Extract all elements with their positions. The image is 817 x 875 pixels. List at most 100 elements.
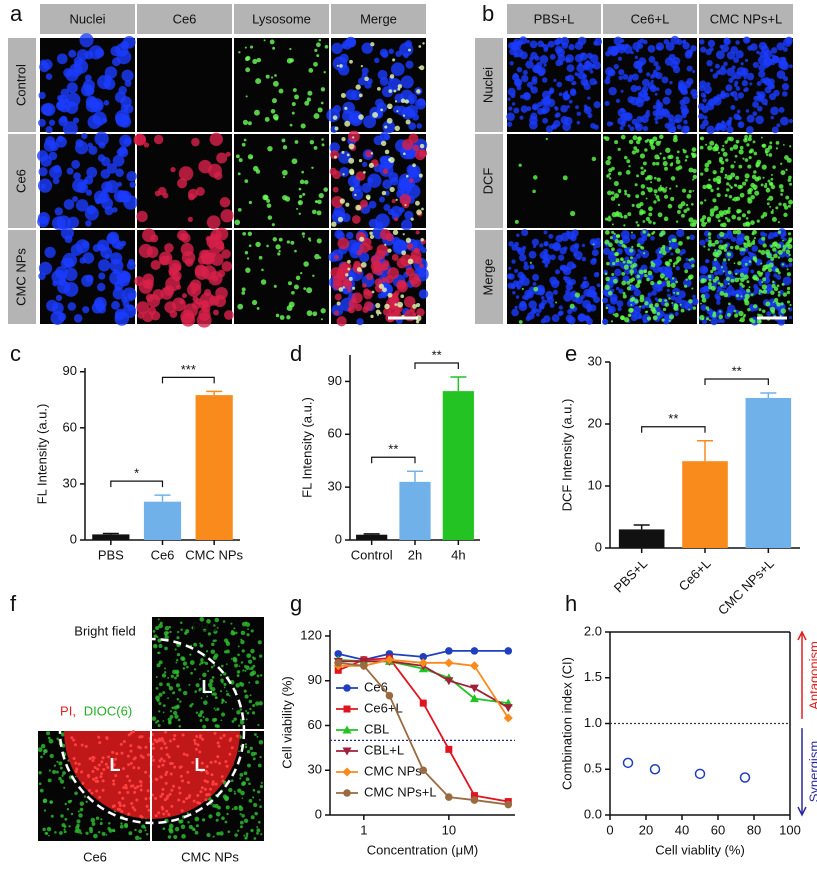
speckle [621,272,625,276]
speckle [74,762,77,765]
speckle [321,308,326,313]
speckle [743,315,746,318]
speckle [549,276,557,284]
speckle [565,94,570,99]
speckle [388,209,394,215]
speckle [310,140,314,144]
speckle [165,277,180,292]
speckle [102,768,105,771]
y-tick-label: 1.5 [584,669,602,684]
speckle [254,733,257,736]
speckle [44,247,55,258]
y-tick-label: 0 [70,531,77,546]
speckle [212,804,215,807]
legend-label: CMC NPs [364,763,422,778]
speckle [645,311,648,314]
speckle [266,245,269,248]
speckle [91,818,96,823]
speckle [389,107,391,109]
speckle [271,76,273,78]
speckle [717,193,721,197]
speckle [762,165,767,170]
speckle [222,261,233,272]
speckle [239,665,241,667]
speckle [126,775,129,778]
speckle [159,251,173,265]
speckle [71,160,80,169]
speckle [138,829,142,833]
speckle [789,183,792,186]
speckle [616,99,620,103]
speckle [737,110,741,114]
speckle [660,185,662,187]
y-tick-label: 1.0 [584,715,602,730]
speckle [180,310,194,324]
speckle [151,260,161,270]
speckle [220,674,222,676]
speckle [49,120,55,126]
speckle [277,252,280,255]
speckle [692,147,697,152]
speckle [321,138,324,141]
speckle [97,736,100,739]
speckle [706,91,709,94]
speckle [387,248,391,252]
speckle [616,234,619,237]
speckle [681,125,689,133]
y-tick-label: 0.0 [584,806,602,821]
point [360,662,368,670]
speckle [641,246,644,249]
y-axis-label: FL Intensity (a.u.) [299,397,314,498]
speckle [213,639,216,642]
speckle [224,650,227,653]
speckle [788,263,792,267]
speckle [140,788,143,791]
speckle [766,311,771,316]
speckle [411,218,414,221]
speckle [754,188,756,190]
speckle [61,775,63,777]
speckle [272,98,277,103]
speckle [762,309,765,312]
speckle [349,277,353,281]
speckle [519,254,526,261]
speckle [216,812,221,817]
speckle [637,249,640,252]
speckle [782,283,785,286]
speckle [657,281,661,285]
speckle [38,119,46,127]
x-tick-label: 60 [711,822,725,837]
speckle [49,769,51,771]
speckle [94,132,108,146]
speckle [416,308,424,316]
speckle [783,144,785,146]
speckle [160,775,163,778]
speckle [676,39,682,45]
speckle [283,176,285,178]
row-header: Control [13,64,28,106]
speckle [626,281,630,285]
speckle [167,813,170,816]
speckle [347,154,350,157]
speckle [410,277,421,288]
speckle [342,173,344,175]
speckle [627,194,631,198]
speckle [762,177,764,179]
speckle [700,303,702,305]
speckle [208,814,212,818]
speckle [356,318,363,325]
speckle [258,701,262,705]
speckle [366,273,373,280]
speckle [276,314,280,318]
speckle [299,188,302,191]
speckle [342,40,352,50]
speckle [273,237,277,241]
speckle [158,618,160,620]
speckle [405,40,412,47]
panel-letter: e [565,341,577,366]
speckle [739,320,741,322]
speckle [549,89,554,94]
speckle [782,83,789,90]
speckle [516,234,519,237]
speckle [529,251,537,259]
